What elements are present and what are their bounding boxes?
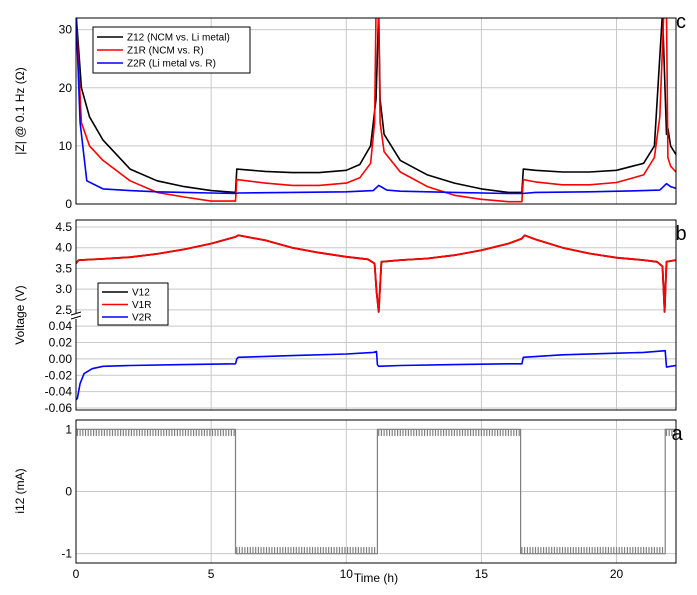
x-tick-label: 0 <box>73 567 80 581</box>
plot-border-a <box>75 419 677 564</box>
y-tick-label: 3.0 <box>55 282 72 296</box>
series-line <box>76 18 676 203</box>
x-axis-label: Time (h) <box>354 571 398 585</box>
axis-break-mark <box>70 315 82 320</box>
x-tick-label: 15 <box>475 567 489 581</box>
y-axis-label: Voltage (V) <box>13 285 27 344</box>
y-tick-label: 0 <box>65 197 72 211</box>
legend-entry: Z12 (NCM vs. Li metal) <box>127 33 230 44</box>
y-axis-label: i12 (mA) <box>13 468 27 513</box>
series-line <box>76 18 676 194</box>
series-line <box>76 349 676 401</box>
y-tick-label: 4.0 <box>55 241 72 255</box>
legend-entry: V2R <box>132 313 151 324</box>
x-tick-label: 5 <box>208 567 215 581</box>
legend-entry: Z1R (NCM vs. R) <box>127 46 204 57</box>
y-tick-label: -0.04 <box>45 385 73 399</box>
x-tick-label: 20 <box>610 567 624 581</box>
y-tick-label: -0.06 <box>45 401 73 415</box>
y-tick-label: 1 <box>65 422 72 436</box>
series-line <box>76 18 676 195</box>
y-tick-label: 10 <box>59 139 73 153</box>
x-tick-label: 10 <box>340 567 354 581</box>
panel-letter: b <box>675 223 686 245</box>
y-tick-label: 0.02 <box>49 336 73 350</box>
y-tick-label: 0.04 <box>49 319 73 333</box>
series-line <box>76 428 676 555</box>
legend-entry: V1R <box>132 300 151 311</box>
legend-entry: V12 <box>132 288 150 299</box>
y-axis-label: |Z| @ 0.1 Hz (Ω) <box>13 67 27 154</box>
panel-letter: a <box>671 423 683 445</box>
y-tick-label: -0.02 <box>45 368 73 382</box>
y-tick-label: 3.5 <box>55 261 72 275</box>
panel-letter: c <box>676 11 686 33</box>
y-tick-label: -1 <box>61 547 72 561</box>
y-tick-label: 0 <box>65 485 72 499</box>
plot-border-c <box>75 17 677 205</box>
y-tick-label: 2.5 <box>55 303 72 317</box>
series-line <box>76 234 676 313</box>
axis-break-mark <box>70 311 82 316</box>
y-tick-label: 0.00 <box>49 352 73 366</box>
plot-area-b <box>76 220 676 410</box>
y-tick-label: 30 <box>59 23 73 37</box>
y-tick-label: 4.5 <box>55 220 72 234</box>
axis-break-gap <box>70 313 82 319</box>
y-tick-label: 20 <box>59 81 73 95</box>
legend-entry: Z2R (Li metal vs. R) <box>127 59 216 70</box>
